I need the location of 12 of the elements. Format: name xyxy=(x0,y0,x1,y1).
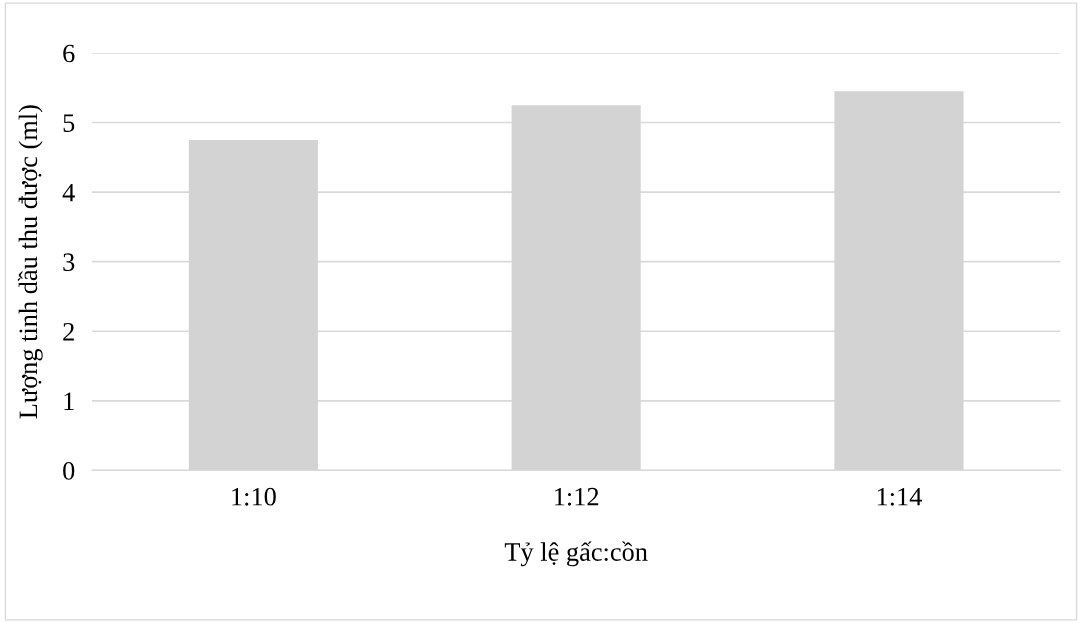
x-tick-label: 1:14 xyxy=(877,487,923,506)
y-tick-label: 4 xyxy=(62,183,75,202)
y-axis-title: Lượng tinh dầu thu được (ml) xyxy=(17,105,43,419)
y-tick-label: 0 xyxy=(63,461,75,480)
x-tick-label: 1:10 xyxy=(232,487,276,506)
y-tick-label: 5 xyxy=(63,114,75,132)
y-tick-label: 6 xyxy=(63,44,75,63)
y-tick-label: 3 xyxy=(63,253,75,272)
y-tick-label: 1 xyxy=(64,392,74,410)
x-tick-label: 1:12 xyxy=(555,487,599,506)
x-axis-title: Tỷ lệ gấc:cồn xyxy=(504,541,648,567)
y-tick-label: 2 xyxy=(63,322,74,341)
